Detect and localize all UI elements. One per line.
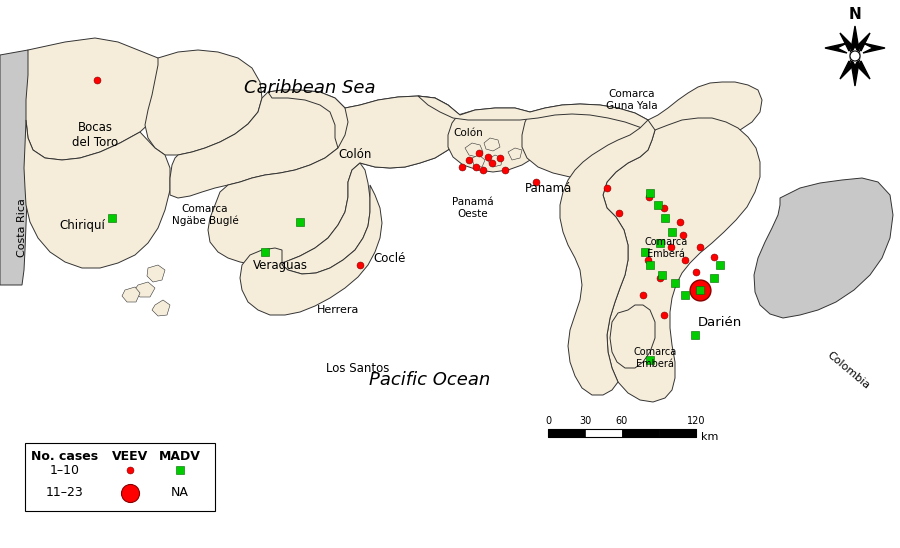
- Text: Comarca
Guna Yala: Comarca Guna Yala: [607, 89, 658, 111]
- Polygon shape: [603, 118, 760, 402]
- Text: MADV: MADV: [159, 450, 201, 463]
- Polygon shape: [560, 120, 655, 395]
- Bar: [548, 429, 585, 437]
- Polygon shape: [508, 148, 522, 160]
- Text: No. cases: No. cases: [32, 450, 99, 463]
- Text: Los Santos: Los Santos: [327, 362, 390, 374]
- Polygon shape: [840, 33, 852, 51]
- Polygon shape: [122, 287, 140, 302]
- Text: 120: 120: [687, 416, 706, 426]
- Polygon shape: [418, 82, 762, 142]
- Polygon shape: [145, 50, 262, 155]
- Text: 1–10: 1–10: [50, 464, 80, 477]
- Polygon shape: [465, 143, 483, 157]
- Polygon shape: [858, 33, 870, 51]
- Polygon shape: [133, 282, 155, 297]
- Text: Bocas
del Toro: Bocas del Toro: [72, 121, 118, 149]
- Polygon shape: [152, 300, 170, 316]
- Polygon shape: [147, 265, 165, 282]
- Text: Colombia: Colombia: [824, 350, 871, 391]
- Text: Pacific Ocean: Pacific Ocean: [369, 371, 491, 389]
- Text: 11–23: 11–23: [46, 487, 84, 499]
- Text: Comarca
Emberá: Comarca Emberá: [634, 347, 677, 369]
- Polygon shape: [850, 56, 860, 86]
- Text: Colón: Colón: [453, 128, 483, 138]
- Text: NA: NA: [171, 487, 189, 499]
- Text: 60: 60: [616, 416, 628, 426]
- Text: VEEV: VEEV: [112, 450, 148, 463]
- Polygon shape: [170, 90, 348, 198]
- Text: Colón: Colón: [338, 149, 372, 162]
- Bar: [585, 429, 622, 437]
- Text: Comarca
Ngäbe Buglé: Comarca Ngäbe Buglé: [172, 204, 238, 226]
- Text: Panamá: Panamá: [525, 181, 572, 195]
- Polygon shape: [24, 120, 170, 268]
- Polygon shape: [282, 163, 370, 274]
- Polygon shape: [268, 90, 462, 168]
- Text: Chiriquí: Chiriquí: [59, 219, 105, 231]
- Polygon shape: [610, 305, 655, 368]
- Polygon shape: [522, 104, 656, 178]
- Polygon shape: [487, 155, 502, 167]
- Bar: [659, 429, 696, 437]
- Text: N: N: [849, 7, 861, 22]
- Polygon shape: [472, 155, 485, 167]
- Text: Panamá
Oeste: Panamá Oeste: [452, 197, 494, 219]
- Polygon shape: [858, 61, 870, 79]
- Polygon shape: [825, 43, 847, 53]
- Polygon shape: [26, 38, 172, 160]
- Text: 30: 30: [579, 416, 591, 426]
- Text: Veraguas: Veraguas: [253, 259, 308, 271]
- Text: Caribbean Sea: Caribbean Sea: [244, 79, 376, 97]
- Polygon shape: [754, 178, 893, 318]
- Circle shape: [850, 51, 860, 61]
- Polygon shape: [240, 185, 382, 315]
- Polygon shape: [0, 50, 35, 285]
- Text: km: km: [701, 432, 718, 442]
- Bar: [622, 429, 659, 437]
- Polygon shape: [208, 96, 462, 265]
- Text: Comarca
Emberá: Comarca Emberá: [644, 237, 688, 259]
- Bar: [548, 429, 696, 437]
- Polygon shape: [448, 108, 545, 172]
- Polygon shape: [484, 138, 500, 151]
- FancyBboxPatch shape: [25, 443, 215, 511]
- Polygon shape: [840, 61, 852, 79]
- Text: Coclé: Coclé: [374, 252, 406, 265]
- Text: 0: 0: [544, 416, 551, 426]
- Polygon shape: [863, 43, 885, 53]
- Text: Darién: Darién: [698, 316, 742, 328]
- Text: Herrera: Herrera: [317, 305, 359, 315]
- Text: Costa Rica: Costa Rica: [17, 198, 27, 258]
- Polygon shape: [850, 26, 860, 56]
